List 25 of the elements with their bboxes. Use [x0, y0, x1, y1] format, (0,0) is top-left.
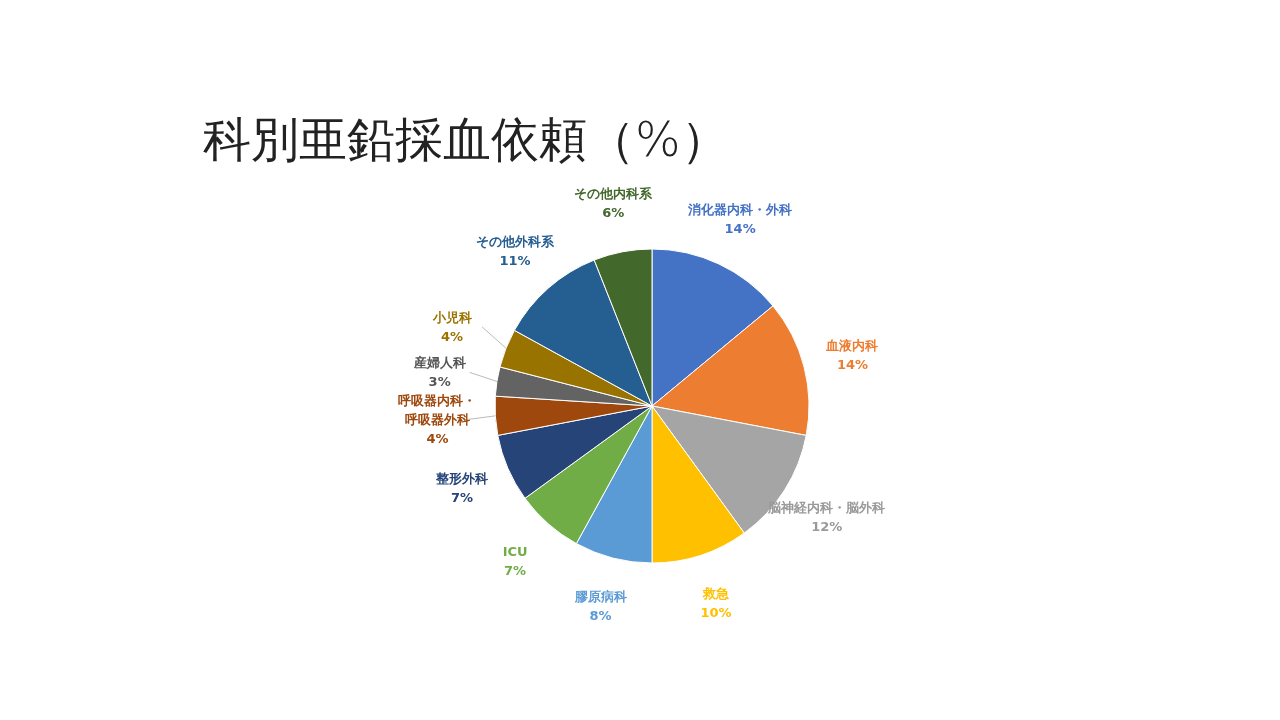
slice-label: ICU	[501, 543, 529, 562]
slice-label: 産婦人科	[412, 354, 467, 373]
slice-label: 整形外科	[435, 470, 489, 489]
slice-label: 膠原病科	[573, 588, 628, 607]
slice-label: 血液内科	[825, 336, 880, 355]
data-label: 4%	[425, 430, 450, 448]
data-label: 10%	[699, 603, 733, 622]
slice-label: 小児科	[431, 308, 473, 327]
data-label: 11%	[498, 251, 532, 270]
data-label: 14%	[723, 219, 757, 238]
data-label: 12%	[810, 517, 844, 536]
slice-label: その他外科系	[475, 232, 556, 251]
data-label: 7%	[503, 562, 528, 581]
slice-label: 脳神経内科・脳外科	[767, 498, 887, 517]
slice-label: 消化器内科・外科	[687, 200, 794, 219]
data-label: 8%	[588, 607, 613, 626]
data-label: 7%	[449, 489, 475, 508]
data-label: 6%	[601, 203, 626, 222]
slice-label: 呼吸器内科・呼吸器外科	[397, 392, 478, 429]
data-label: 3%	[427, 373, 452, 392]
data-label: 4%	[440, 327, 465, 346]
chart-title: 科別亜鉛採血依頼（%）	[203, 110, 729, 169]
slice-label: 救急	[701, 584, 730, 603]
slice-label: その他内科系	[573, 184, 654, 203]
data-label: 14%	[835, 355, 870, 374]
